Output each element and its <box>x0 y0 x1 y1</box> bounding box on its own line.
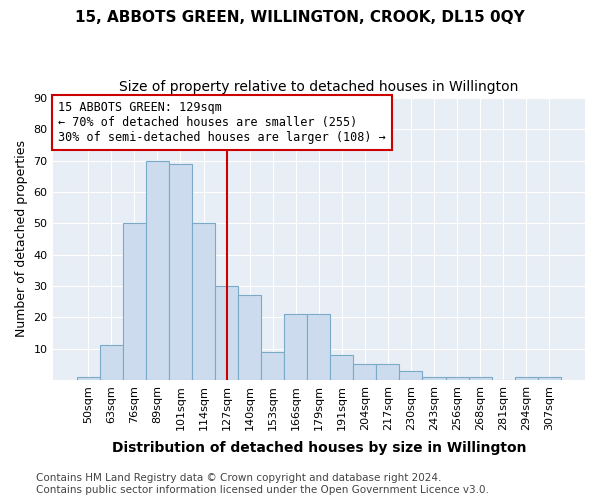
Bar <box>284 314 307 380</box>
Bar <box>146 160 169 380</box>
Bar <box>100 346 123 380</box>
X-axis label: Distribution of detached houses by size in Willington: Distribution of detached houses by size … <box>112 441 526 455</box>
Bar <box>376 364 400 380</box>
Text: 15, ABBOTS GREEN, WILLINGTON, CROOK, DL15 0QY: 15, ABBOTS GREEN, WILLINGTON, CROOK, DL1… <box>75 10 525 25</box>
Bar <box>515 377 538 380</box>
Bar <box>261 352 284 380</box>
Bar <box>400 370 422 380</box>
Text: 15 ABBOTS GREEN: 129sqm
← 70% of detached houses are smaller (255)
30% of semi-d: 15 ABBOTS GREEN: 129sqm ← 70% of detache… <box>58 101 386 144</box>
Bar <box>538 377 561 380</box>
Bar <box>422 377 446 380</box>
Bar <box>446 377 469 380</box>
Bar <box>77 377 100 380</box>
Bar <box>469 377 491 380</box>
Bar <box>238 296 261 380</box>
Bar <box>169 164 192 380</box>
Bar <box>215 286 238 380</box>
Y-axis label: Number of detached properties: Number of detached properties <box>15 140 28 338</box>
Text: Contains HM Land Registry data © Crown copyright and database right 2024.
Contai: Contains HM Land Registry data © Crown c… <box>36 474 489 495</box>
Bar <box>307 314 330 380</box>
Bar <box>192 224 215 380</box>
Bar <box>123 224 146 380</box>
Bar <box>353 364 376 380</box>
Bar <box>330 355 353 380</box>
Title: Size of property relative to detached houses in Willington: Size of property relative to detached ho… <box>119 80 518 94</box>
